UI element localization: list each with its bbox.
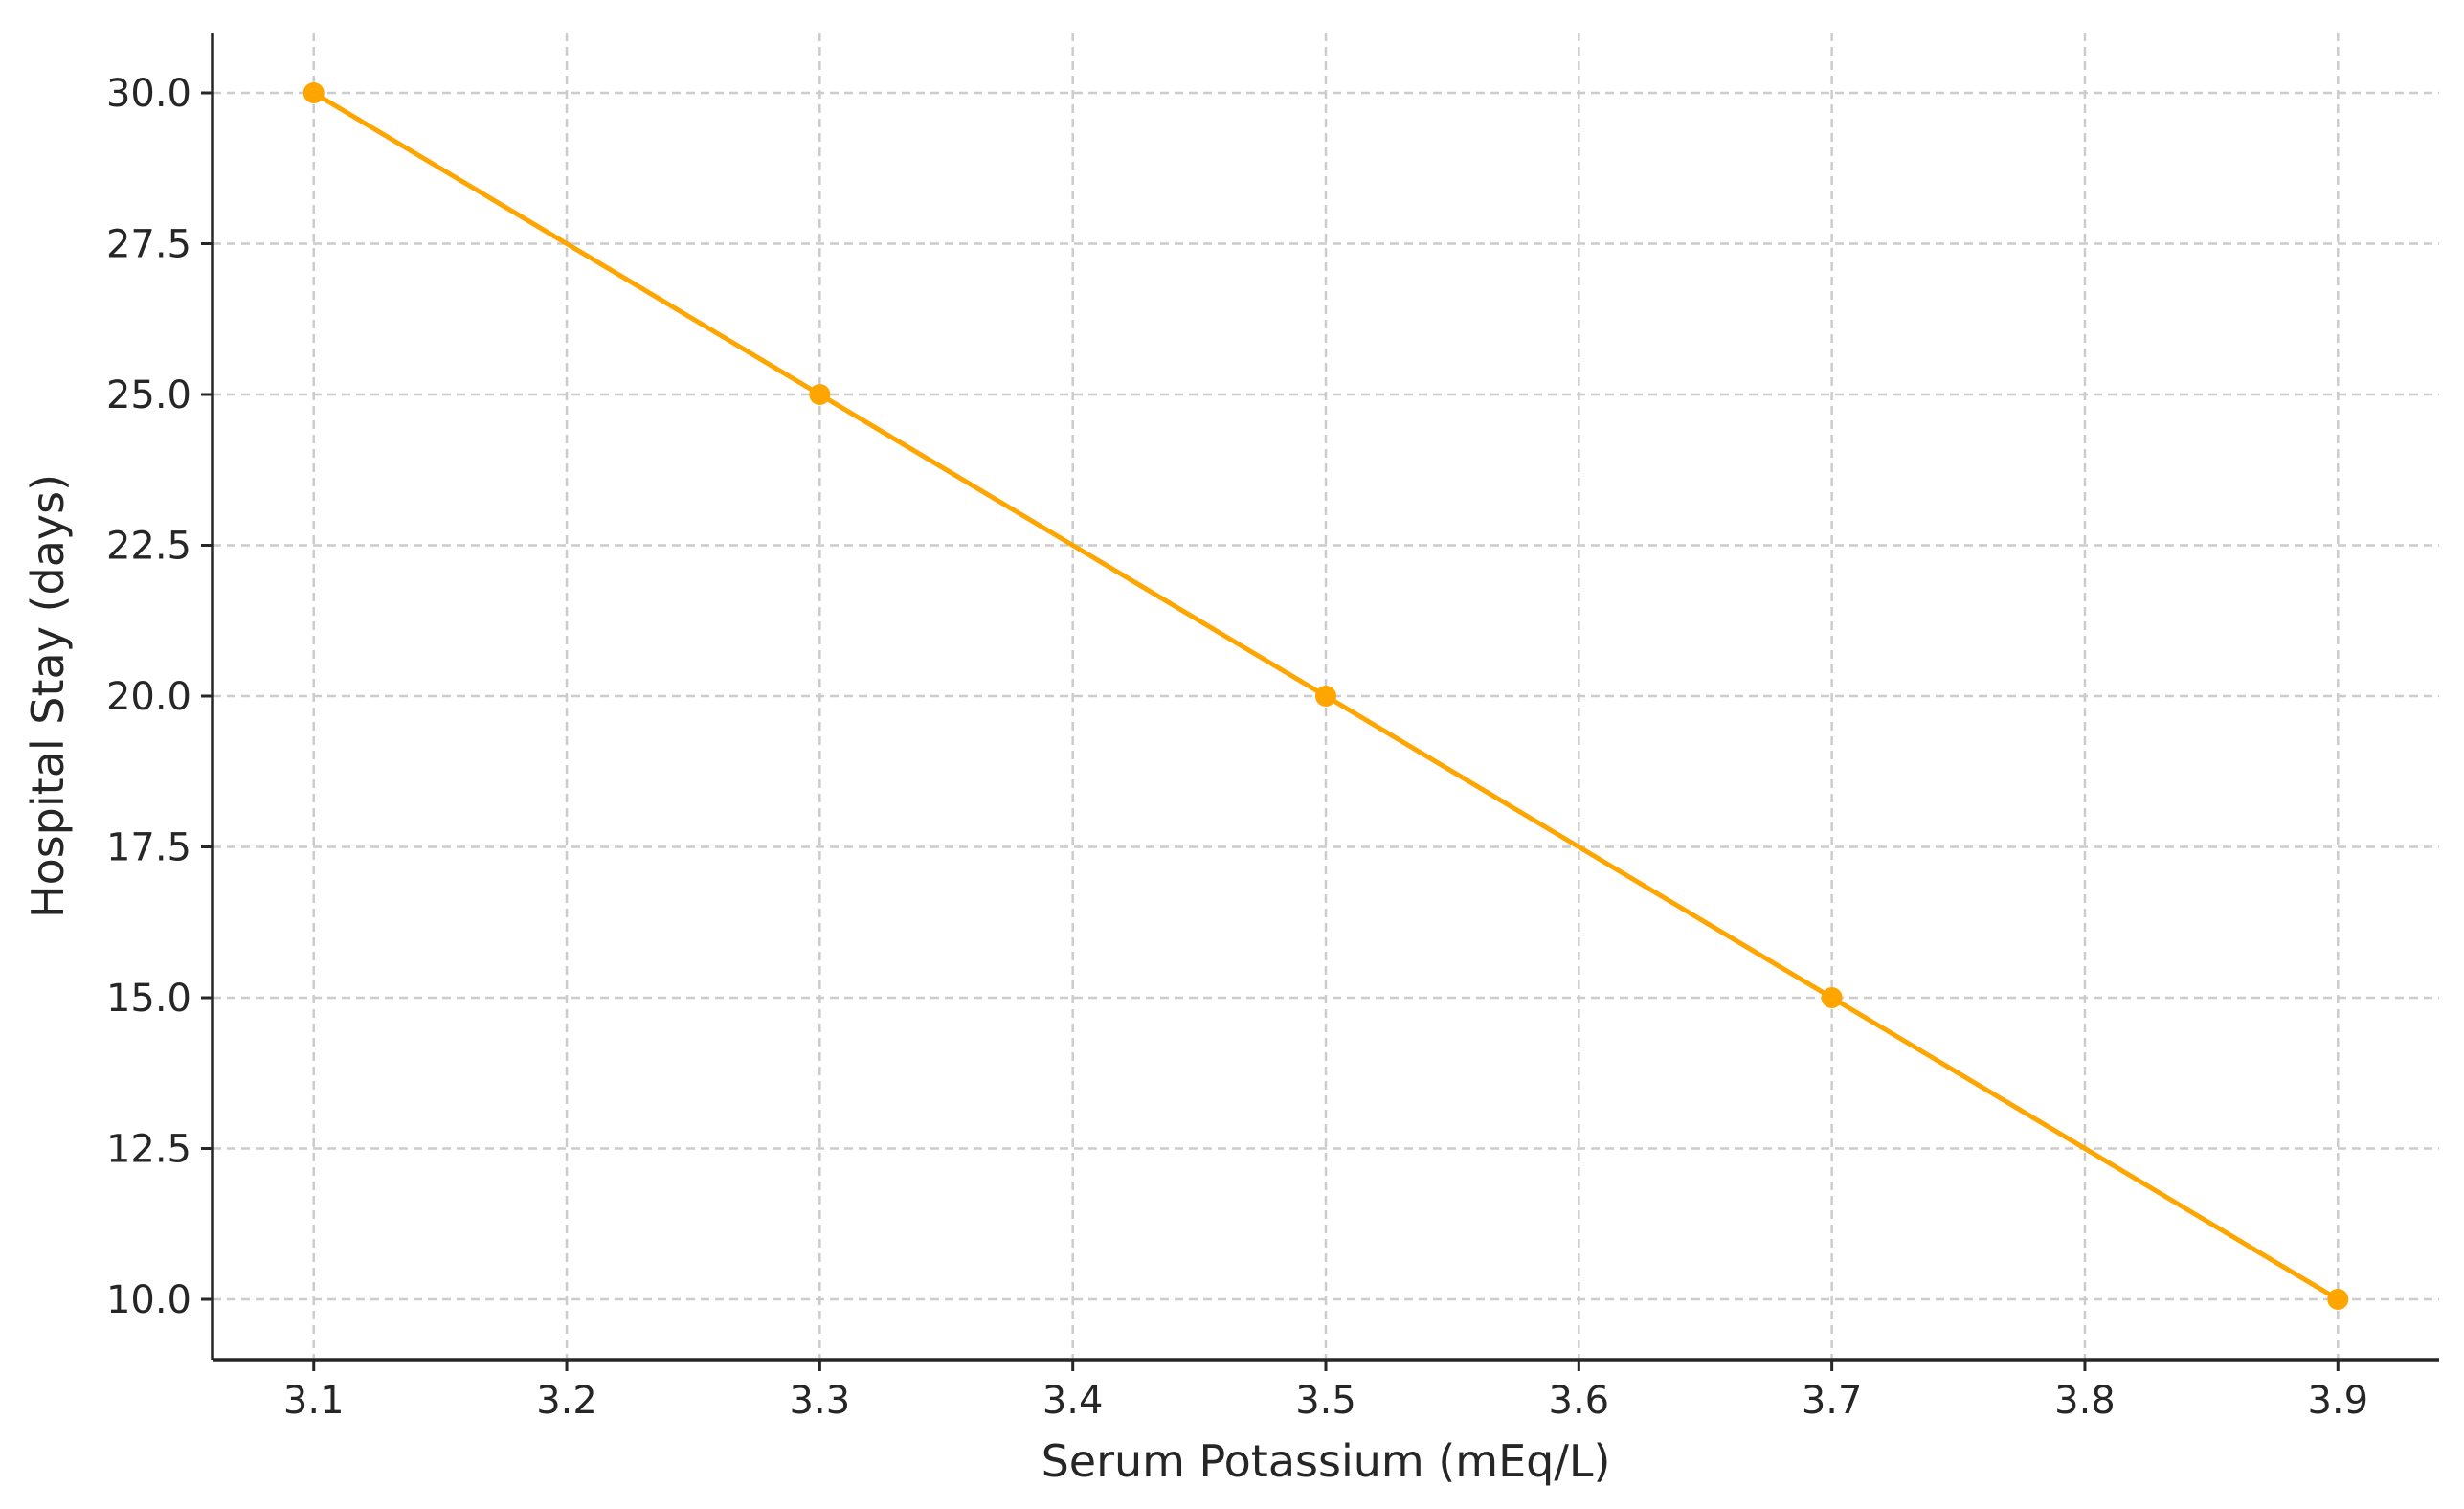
- data-point: [2327, 1289, 2349, 1310]
- y-tick-label: 12.5: [106, 1128, 191, 1172]
- data-point: [1821, 987, 1843, 1008]
- x-tick-label: 3.4: [1042, 1379, 1104, 1423]
- data-point: [302, 82, 325, 103]
- x-tick-label: 3.1: [283, 1379, 345, 1423]
- y-axis-label: Hospital Stay (days): [22, 474, 74, 918]
- x-axis-ticks: 3.1 3.2 3.3 3.4 3.5 3.6 3.7 3.8 3.9: [283, 1360, 2368, 1423]
- y-tick-label: 27.5: [106, 223, 191, 267]
- y-tick-label: 10.0: [106, 1278, 191, 1322]
- y-tick-label: 15.0: [106, 977, 191, 1021]
- x-tick-label: 3.9: [2307, 1379, 2368, 1423]
- x-tick-label: 3.7: [1802, 1379, 1863, 1423]
- data-point: [1315, 686, 1336, 707]
- series-layer: [302, 82, 2349, 1310]
- x-axis-label: Serum Potassium (mEq/L): [1042, 1435, 1611, 1487]
- x-tick-label: 3.3: [790, 1379, 851, 1423]
- x-tick-label: 3.2: [536, 1379, 597, 1423]
- y-axis-ticks: 10.0 12.5 15.0 17.5 20.0 22.5 25.0 27.5 30.0: [106, 72, 213, 1322]
- x-tick-label: 3.6: [1549, 1379, 1610, 1423]
- x-tick-label: 3.5: [1295, 1379, 1356, 1423]
- y-tick-label: 25.0: [106, 373, 191, 417]
- y-tick-label: 17.5: [106, 826, 191, 870]
- y-tick-label: 30.0: [106, 72, 191, 116]
- y-tick-label: 20.0: [106, 675, 191, 719]
- data-point: [809, 384, 831, 405]
- y-tick-label: 22.5: [106, 525, 191, 569]
- grid: [213, 33, 2439, 1360]
- x-tick-label: 3.8: [2054, 1379, 2116, 1423]
